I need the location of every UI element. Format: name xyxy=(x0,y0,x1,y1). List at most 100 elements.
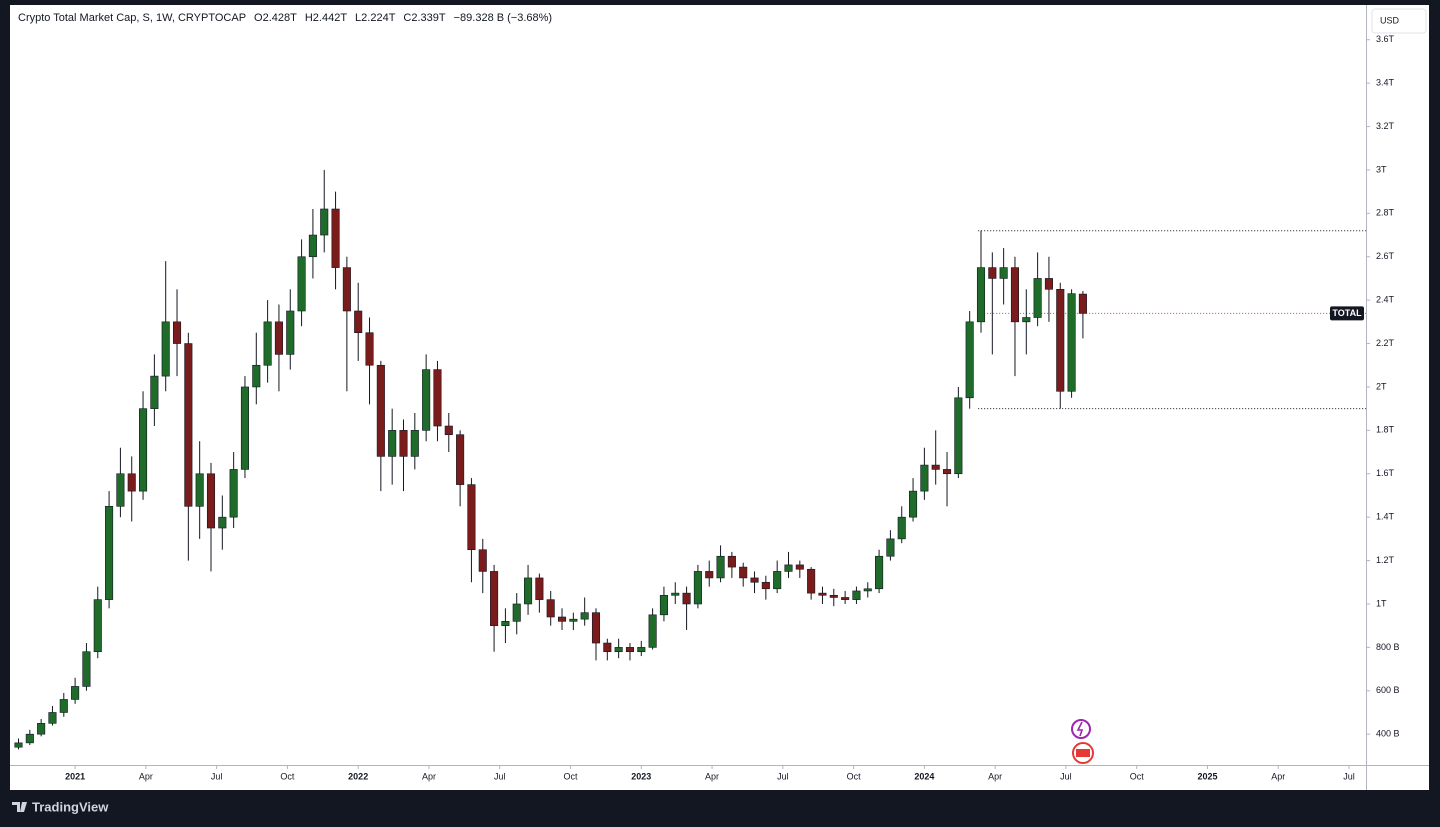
candle-body xyxy=(501,621,510,626)
x-tick-label: Oct xyxy=(1130,771,1145,781)
legend-value: −89.328 B (−3.68%) xyxy=(454,12,552,24)
candle-body xyxy=(976,267,986,323)
candle-body xyxy=(739,566,748,579)
candle-body xyxy=(852,590,861,600)
y-tick-label: 600 B xyxy=(1376,685,1400,695)
candle-body xyxy=(354,310,363,333)
candle-body xyxy=(557,616,567,622)
y-tick-label: 800 B xyxy=(1376,642,1400,652)
x-tick-label: Apr xyxy=(1271,771,1285,781)
candle-body xyxy=(1022,317,1031,323)
candle-body xyxy=(807,568,816,594)
x-tick-label: Apr xyxy=(139,771,153,781)
candle-body xyxy=(886,538,895,557)
candle-body xyxy=(795,564,804,570)
candle-body xyxy=(988,267,997,279)
currency-button[interactable] xyxy=(1371,8,1427,34)
x-tick-label: 2023 xyxy=(631,771,651,781)
y-tick-label: 400 B xyxy=(1376,729,1400,739)
candle-body xyxy=(376,364,385,457)
candle-body xyxy=(342,267,351,312)
y-tick-label: 1.2T xyxy=(1376,555,1395,565)
candle-body xyxy=(659,594,668,616)
flag-icon xyxy=(1076,749,1090,757)
candle-body xyxy=(863,588,872,592)
brand-logo xyxy=(12,802,27,812)
candle-body xyxy=(773,571,782,590)
x-tick-label: 2025 xyxy=(1197,771,1217,781)
x-tick-label: Jul xyxy=(211,771,223,781)
legend-value: C2.339T xyxy=(403,12,445,24)
x-tick-label: Oct xyxy=(280,771,295,781)
candle-body xyxy=(184,343,193,507)
candle-body xyxy=(841,597,850,600)
candle-body xyxy=(1044,278,1053,290)
candle-body xyxy=(399,430,408,457)
y-tick-label: 2.6T xyxy=(1376,251,1395,261)
candle-body xyxy=(105,506,114,600)
candle-body xyxy=(761,581,770,590)
candle-body xyxy=(240,386,250,470)
price-label: TOTAL xyxy=(1332,308,1362,318)
y-tick-label: 1T xyxy=(1376,598,1387,608)
x-tick-label: Jul xyxy=(494,771,506,781)
candle-body xyxy=(682,592,691,605)
candle-body xyxy=(433,369,442,427)
price-label-box xyxy=(1330,306,1364,321)
candle-body xyxy=(546,599,555,618)
candle-body xyxy=(931,464,940,470)
candle-body xyxy=(25,733,34,744)
y-tick-label: 2.2T xyxy=(1376,338,1395,348)
candle-body xyxy=(1010,267,1020,323)
candle-body xyxy=(909,490,918,518)
candle-body xyxy=(252,364,261,388)
candle-body xyxy=(535,577,544,600)
candle-body xyxy=(1033,278,1042,318)
candle-body xyxy=(93,599,102,653)
y-tick-label: 3.4T xyxy=(1376,78,1395,88)
candle-body xyxy=(1056,288,1065,392)
candle-body xyxy=(920,464,929,492)
x-tick-label: Jul xyxy=(1343,771,1355,781)
candle-body xyxy=(637,647,646,653)
candle-body xyxy=(14,742,23,748)
candle-body xyxy=(127,473,136,492)
candle-body xyxy=(716,555,725,579)
x-tick-label: Jul xyxy=(777,771,789,781)
candle-body xyxy=(161,321,170,377)
y-tick-label: 1.6T xyxy=(1376,468,1395,478)
candle-body xyxy=(490,571,499,626)
candle-body xyxy=(478,549,487,572)
candle-body xyxy=(218,516,227,529)
candle-body xyxy=(59,699,68,713)
candle-body xyxy=(784,564,793,572)
candle-body xyxy=(569,618,578,622)
legend-value: O2.428T xyxy=(254,12,297,24)
candle-body xyxy=(467,484,476,551)
candle-body xyxy=(965,321,974,399)
y-tick-label: 1.4T xyxy=(1376,512,1395,522)
candle-body xyxy=(693,571,702,605)
candle-body xyxy=(512,603,521,622)
x-tick-label: 2021 xyxy=(65,771,85,781)
candle-body xyxy=(410,430,419,457)
brand-name[interactable]: TradingView xyxy=(32,799,109,814)
legend-value: H2.442T xyxy=(305,12,347,24)
candle-body xyxy=(229,469,238,518)
candle-body xyxy=(308,234,317,258)
candle-body xyxy=(1078,293,1087,314)
x-tick-label: Apr xyxy=(705,771,719,781)
currency-label[interactable]: USD xyxy=(1380,15,1400,25)
candle-body xyxy=(671,592,680,596)
legend-value: L2.224T xyxy=(355,12,396,24)
candle-body xyxy=(71,686,80,700)
y-tick-label: 2T xyxy=(1376,381,1387,391)
event-icon[interactable] xyxy=(1071,719,1091,739)
candle-body xyxy=(331,208,340,268)
candle-body xyxy=(829,594,838,598)
y-tick-label: 3T xyxy=(1376,164,1387,174)
candle-body xyxy=(422,369,431,431)
candle-body xyxy=(444,425,453,435)
